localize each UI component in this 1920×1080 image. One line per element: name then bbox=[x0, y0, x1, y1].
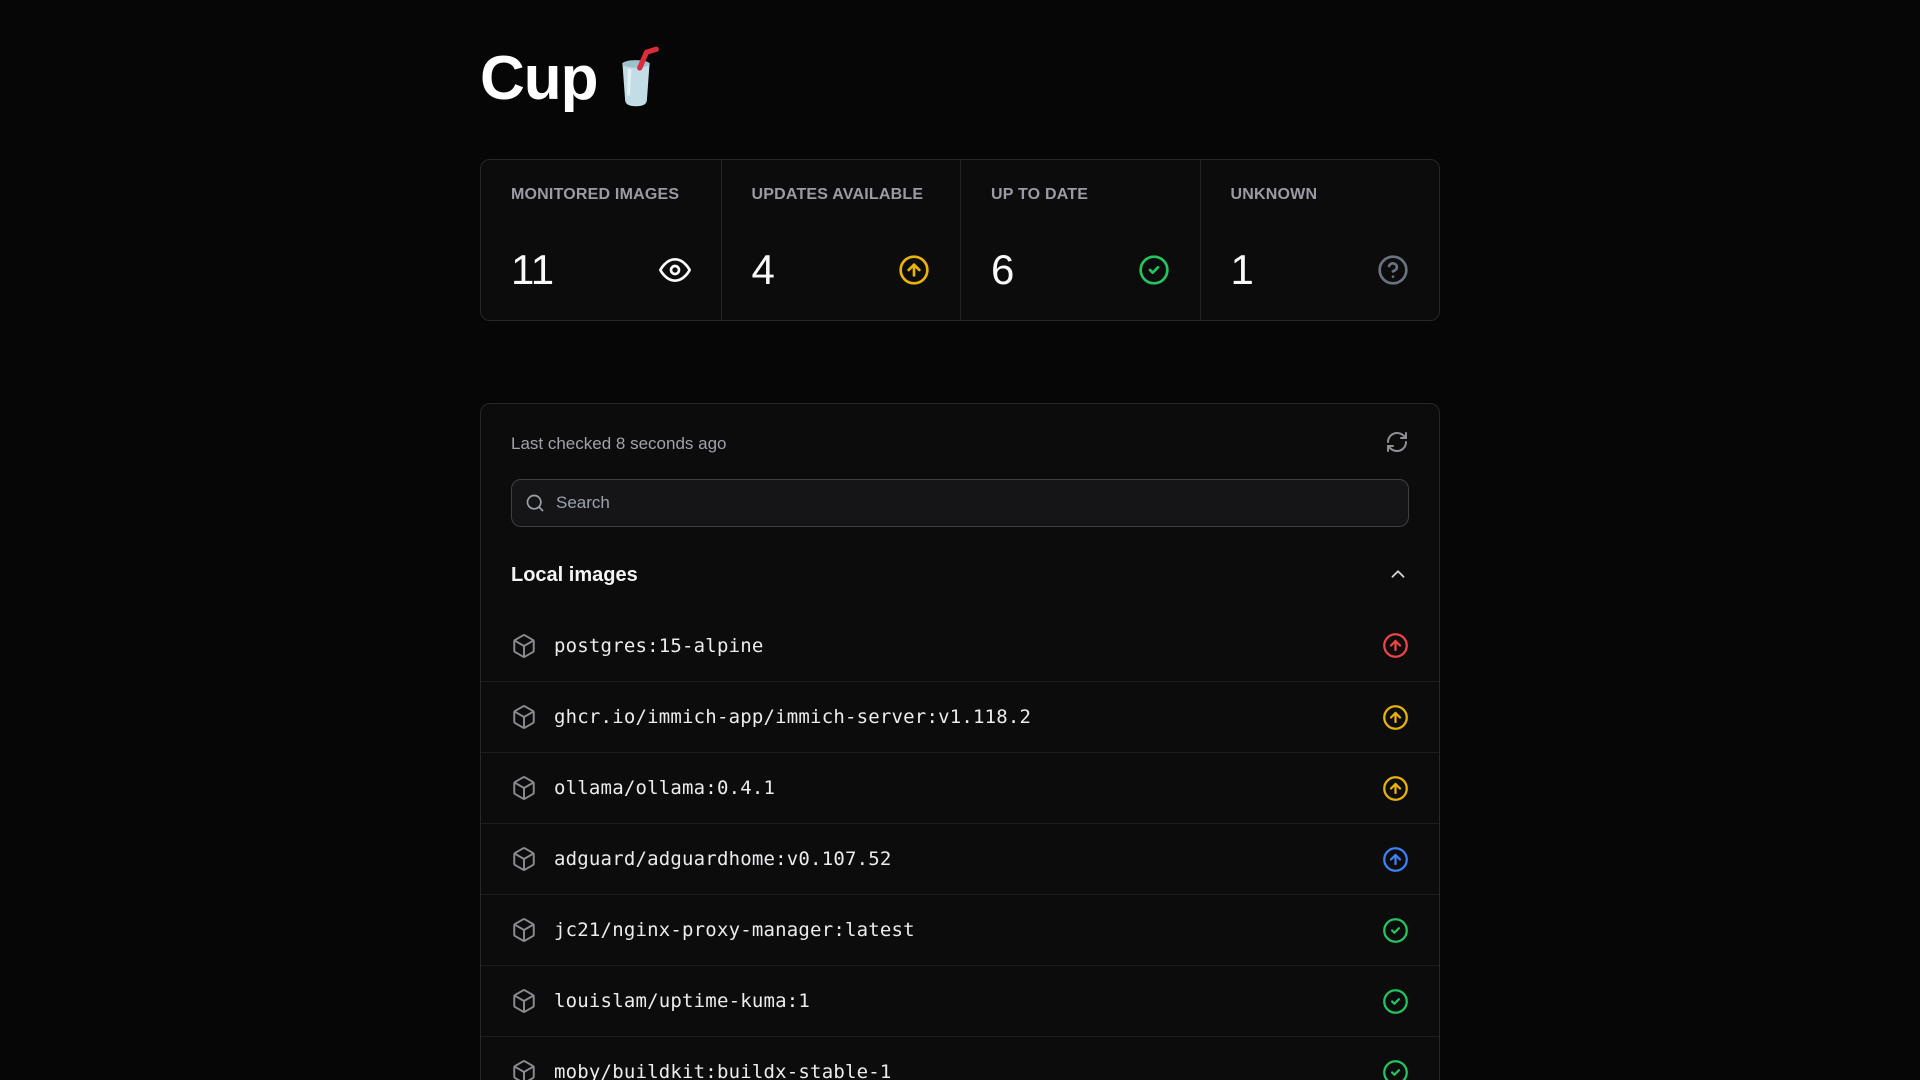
eye-icon bbox=[658, 254, 691, 286]
stat-label: UPDATES AVAILABLE bbox=[751, 186, 924, 203]
stat-value: 4 bbox=[751, 246, 775, 293]
section-title: Local images bbox=[511, 564, 638, 586]
image-name: moby/buildkit:buildx-stable-1 bbox=[554, 1061, 892, 1080]
circle-arrow-up-icon bbox=[1382, 632, 1409, 659]
box-icon bbox=[511, 846, 537, 872]
image-row[interactable]: jc21/nginx-proxy-manager:latest bbox=[481, 894, 1439, 965]
box-icon bbox=[511, 988, 537, 1014]
panel-header: Last checked 8 seconds ago bbox=[481, 430, 1439, 457]
image-row[interactable]: ollama/ollama:0.4.1 bbox=[481, 752, 1439, 823]
refresh-icon bbox=[1385, 430, 1409, 457]
box-icon bbox=[511, 704, 537, 730]
stat-card: UP TO DATE 6 bbox=[960, 160, 1200, 320]
stat-label: UP TO DATE bbox=[991, 186, 1089, 203]
stat-label: UNKNOWN bbox=[1230, 186, 1318, 203]
search-input[interactable] bbox=[511, 479, 1409, 527]
stat-card: UNKNOWN 1 bbox=[1199, 160, 1440, 320]
image-name: ghcr.io/immich-app/immich-server:v1.118.… bbox=[554, 706, 1032, 728]
images-panel: Last checked 8 seconds ago Local images … bbox=[480, 403, 1440, 1080]
image-list: postgres:15-alpine ghcr.io/immich-app/im… bbox=[481, 610, 1439, 1080]
image-row[interactable]: moby/buildkit:buildx-stable-1 bbox=[481, 1036, 1439, 1080]
image-name: louislam/uptime-kuma:1 bbox=[554, 990, 811, 1012]
image-row[interactable]: adguard/adguardhome:v0.107.52 bbox=[481, 823, 1439, 894]
image-row[interactable]: louislam/uptime-kuma:1 bbox=[481, 965, 1439, 1036]
circle-check-icon bbox=[1138, 254, 1170, 286]
box-icon bbox=[511, 633, 537, 659]
stat-card: MONITORED IMAGES 11 bbox=[481, 160, 721, 320]
cup-with-straw-icon bbox=[612, 44, 660, 115]
refresh-button[interactable] bbox=[1385, 430, 1409, 457]
collapse-button[interactable] bbox=[1387, 563, 1409, 588]
local-images-section-header[interactable]: Local images bbox=[481, 563, 1439, 588]
circle-help-icon bbox=[1377, 254, 1409, 286]
search-bar bbox=[511, 479, 1409, 527]
chevron-up-icon bbox=[1387, 563, 1409, 588]
image-row[interactable]: ghcr.io/immich-app/immich-server:v1.118.… bbox=[481, 681, 1439, 752]
circle-check-icon bbox=[1382, 917, 1409, 944]
stats-grid: MONITORED IMAGES 11 UPDATES AVAILABLE 4 … bbox=[480, 159, 1440, 321]
circle-arrow-up-icon bbox=[1382, 704, 1409, 731]
image-name: ollama/ollama:0.4.1 bbox=[554, 777, 776, 799]
box-icon bbox=[511, 1059, 537, 1080]
box-icon bbox=[511, 775, 537, 801]
circle-check-icon bbox=[1382, 988, 1409, 1015]
page-title: Cup bbox=[480, 44, 599, 113]
image-row[interactable]: postgres:15-alpine bbox=[481, 610, 1439, 681]
stat-value: 6 bbox=[991, 246, 1014, 293]
image-name: jc21/nginx-proxy-manager:latest bbox=[554, 919, 915, 941]
main-container: Cup MONITORED IMAGES 11 UPDATES AVAILABL… bbox=[480, 0, 1440, 1080]
circle-arrow-up-icon bbox=[898, 254, 930, 286]
circle-arrow-up-icon bbox=[1382, 775, 1409, 802]
circle-arrow-up-icon bbox=[1382, 846, 1409, 873]
circle-check-icon bbox=[1382, 1059, 1409, 1080]
stat-card: UPDATES AVAILABLE 4 bbox=[720, 160, 961, 320]
stat-value: 11 bbox=[511, 246, 554, 293]
stat-label: MONITORED IMAGES bbox=[511, 186, 680, 203]
last-checked-text: Last checked 8 seconds ago bbox=[511, 433, 727, 453]
stat-value: 1 bbox=[1230, 246, 1254, 293]
image-name: adguard/adguardhome:v0.107.52 bbox=[554, 848, 892, 870]
search-icon bbox=[525, 493, 545, 513]
box-icon bbox=[511, 917, 537, 943]
app-header: Cup bbox=[480, 44, 1440, 115]
image-name: postgres:15-alpine bbox=[554, 634, 764, 657]
